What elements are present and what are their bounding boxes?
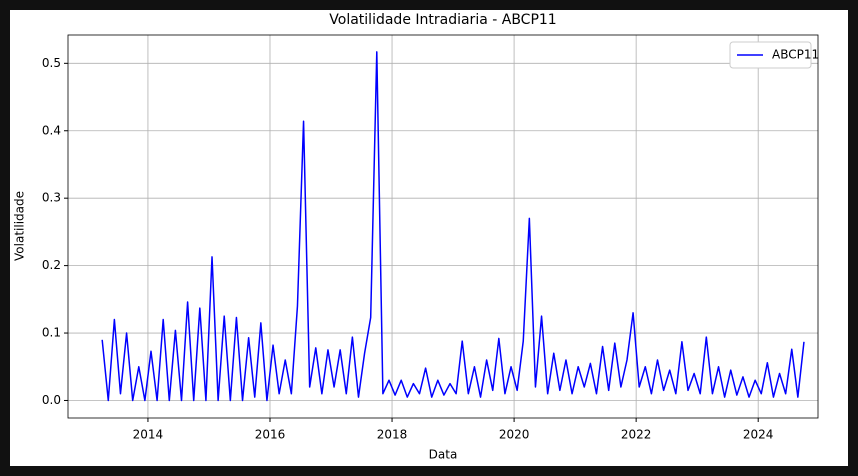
x-tick-label: 2022 bbox=[621, 428, 652, 442]
x-tick-label: 2018 bbox=[377, 428, 408, 442]
x-axis-label: Data bbox=[429, 448, 458, 462]
y-tick-label: 0.5 bbox=[42, 56, 61, 70]
chart-title: Volatilidade Intradiaria - ABCP11 bbox=[329, 12, 556, 28]
y-tick-label: 0.4 bbox=[42, 123, 61, 137]
x-tick-label: 2024 bbox=[743, 428, 774, 442]
x-tick-label: 2016 bbox=[255, 428, 286, 442]
y-tick-label: 0.2 bbox=[42, 258, 61, 272]
y-tick-label: 0.1 bbox=[42, 326, 61, 340]
line-series bbox=[101, 51, 805, 402]
plot-frame bbox=[67, 34, 819, 419]
figure-background bbox=[10, 10, 848, 466]
x-tick-label: 2014 bbox=[133, 428, 164, 442]
legend-box bbox=[729, 41, 812, 69]
y-tick-label: 0.3 bbox=[42, 191, 61, 205]
legend-label: ABCP11 bbox=[772, 48, 819, 62]
y-axis-label: Volatilidade bbox=[13, 191, 27, 261]
y-tick-label: 0.0 bbox=[42, 393, 61, 407]
x-tick-label: 2020 bbox=[499, 428, 530, 442]
